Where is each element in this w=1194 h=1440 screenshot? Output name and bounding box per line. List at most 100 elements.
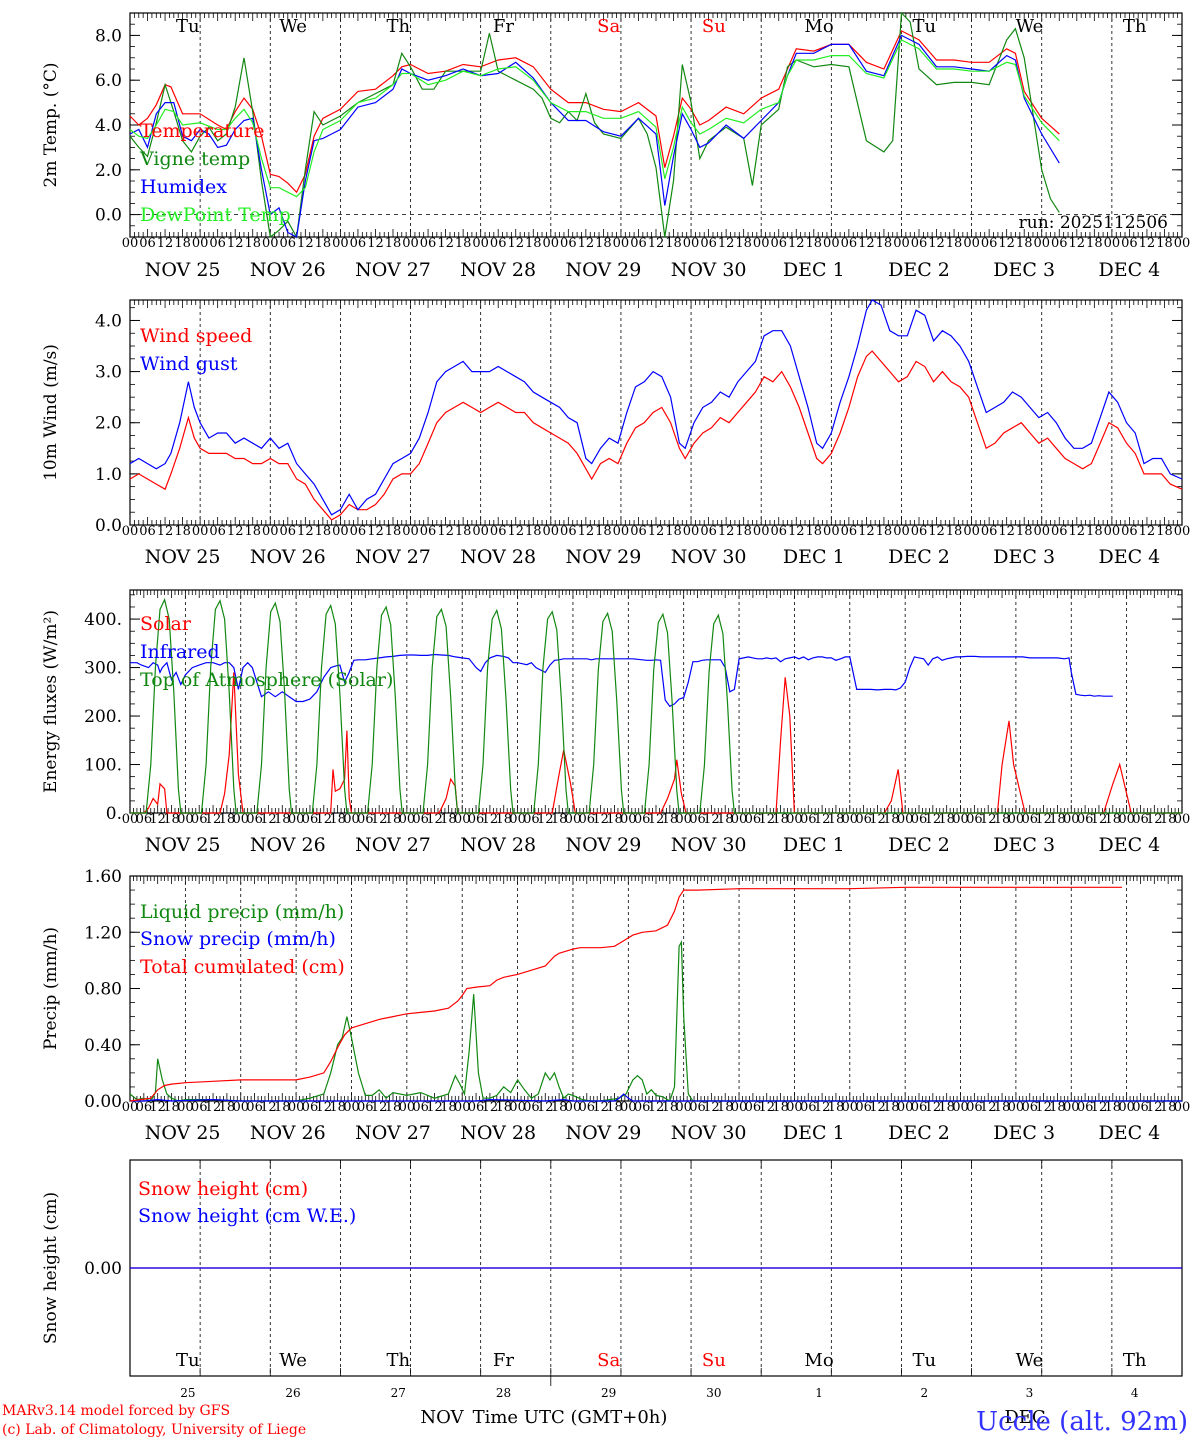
hour-label: 12	[507, 524, 524, 539]
weekday-label: Tu	[176, 16, 200, 37]
hour-label: 12	[925, 812, 942, 827]
weekday-label: Mo	[804, 1350, 833, 1371]
hour-label: 06	[579, 812, 596, 827]
hour-label: 12	[592, 812, 609, 827]
series-line-infrared	[130, 653, 1113, 708]
hour-label: 06	[280, 236, 297, 251]
hour-label: 18	[1105, 1100, 1122, 1115]
hour-label: 00	[122, 812, 139, 827]
weekday-label: Tu	[912, 1350, 936, 1371]
hour-label: 00	[1104, 524, 1121, 539]
hour-label: 00	[842, 1100, 859, 1115]
date-label: NOV 30	[671, 834, 747, 856]
hour-label: 00	[543, 236, 560, 251]
hour-label: 18	[606, 1100, 623, 1115]
hour-label: 12	[718, 236, 735, 251]
y-tick-label: 2.0	[95, 414, 122, 434]
legend-entry: Solar	[140, 613, 192, 635]
hour-label: 00	[454, 812, 471, 827]
hour-label: 18	[315, 524, 332, 539]
date-label: DEC 1	[783, 546, 845, 568]
hour-label: 12	[149, 1100, 166, 1115]
date-label: NOV 25	[145, 259, 221, 281]
hour-label: 00	[122, 1100, 139, 1115]
hour-label: 12	[437, 236, 454, 251]
hour-label: 06	[191, 1100, 208, 1115]
hour-label: 06	[420, 236, 437, 251]
hour-label: 00	[262, 524, 279, 539]
weekday-label: Tu	[176, 1350, 200, 1371]
hour-label: 06	[770, 236, 787, 251]
legend-entry: Vigne temp	[139, 148, 250, 170]
weekday-label: Th	[1123, 1350, 1147, 1371]
hour-label: 12	[758, 812, 775, 827]
hour-label: 12	[227, 524, 244, 539]
hour-label: 00	[963, 236, 980, 251]
hour-label: 12	[1091, 1100, 1108, 1115]
hour-label: 12	[925, 1100, 942, 1115]
hour-label: 06	[209, 236, 226, 251]
hour-label: 18	[1086, 236, 1103, 251]
hour-label: 06	[350, 236, 367, 251]
hour-label: 18	[883, 1100, 900, 1115]
hour-label: 12	[998, 236, 1015, 251]
hour-label: 06	[911, 812, 928, 827]
date-label: NOV 28	[460, 1122, 536, 1144]
date-label: NOV 29	[565, 1122, 641, 1144]
hour-label: 18	[551, 1100, 568, 1115]
hour-label: 18	[938, 812, 955, 827]
date-label: DEC 1	[783, 834, 845, 856]
hour-label: 12	[758, 1100, 775, 1115]
date-label: NOV 26	[250, 546, 326, 568]
y-tick-label: 200.	[84, 707, 122, 727]
hour-label: 00	[1104, 236, 1121, 251]
hour-label: 00	[1118, 1100, 1135, 1115]
y-tick-label: 0.40	[84, 1036, 122, 1056]
hour-label: 18	[174, 236, 191, 251]
hour-label: 12	[507, 236, 524, 251]
hour-label: 18	[595, 524, 612, 539]
day-number-label: 4	[1131, 1386, 1139, 1400]
hour-label: 12	[205, 812, 222, 827]
date-label: NOV 29	[565, 546, 641, 568]
hour-label: 06	[1077, 812, 1094, 827]
date-label: DEC 1	[783, 259, 845, 281]
hour-label: 06	[560, 236, 577, 251]
hour-label: 00	[731, 1100, 748, 1115]
hour-label: 06	[770, 524, 787, 539]
hour-label: 06	[911, 1100, 928, 1115]
hour-label: 06	[246, 812, 263, 827]
hour-label: 00	[683, 524, 700, 539]
hour-label: 12	[482, 1100, 499, 1115]
hour-label: 12	[260, 1100, 277, 1115]
hour-label: 12	[814, 1100, 831, 1115]
y-axis-label: Snow height (cm)	[41, 1192, 61, 1344]
date-label: NOV 28	[460, 259, 536, 281]
date-label: NOV 28	[460, 834, 536, 856]
hour-label: 18	[828, 812, 845, 827]
hour-label: 06	[855, 812, 872, 827]
hour-label: 00	[893, 524, 910, 539]
date-label: DEC 3	[993, 259, 1055, 281]
hour-label: 12	[648, 236, 665, 251]
run-label: run: 2025112506	[1019, 213, 1168, 233]
y-tick-label: 0.80	[84, 980, 122, 1000]
series-line-temperature	[129, 30, 1060, 194]
series-line-vigne-temp	[129, 11, 1060, 239]
hour-label: 18	[495, 1100, 512, 1115]
hour-label: 12	[227, 236, 244, 251]
hour-label: 18	[1105, 812, 1122, 827]
hour-label: 00	[753, 236, 770, 251]
hour-label: 00	[620, 1100, 637, 1115]
hour-label: 06	[302, 1100, 319, 1115]
hour-label: 06	[800, 1100, 817, 1115]
hour-label: 18	[662, 812, 679, 827]
date-label: NOV 29	[565, 259, 641, 281]
legend-entry: Temperature	[140, 120, 264, 142]
hour-label: 12	[537, 812, 554, 827]
hour-label: 12	[980, 1100, 997, 1115]
hour-label: 00	[262, 236, 279, 251]
hour-label: 18	[385, 812, 402, 827]
weekday-label: We	[279, 1350, 307, 1371]
hour-label: 00	[509, 1100, 526, 1115]
